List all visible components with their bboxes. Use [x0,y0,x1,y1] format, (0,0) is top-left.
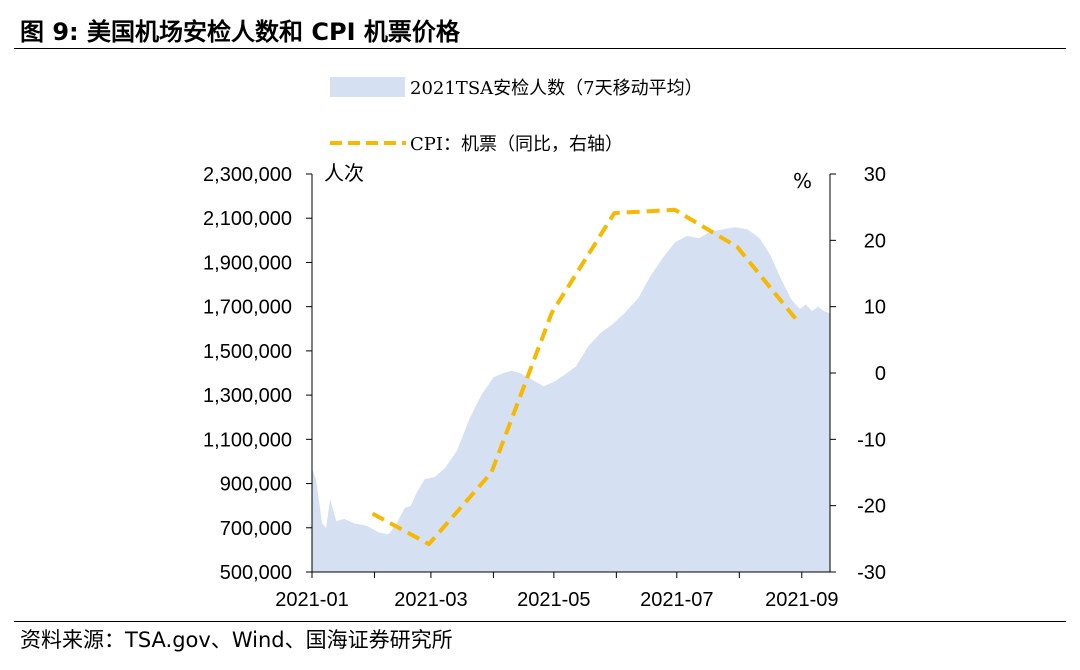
title-bar: 图 9: 美国机场安检人数和 CPI 机票价格 [0,0,1080,50]
right-axis-unit: % [793,169,812,193]
source-note: 资料来源：TSA.gov、Wind、国海证券研究所 [20,628,453,652]
plot-area: 2,300,000 2,100,000 1,900,000 1,700,000 1,50… [203,164,886,611]
left-tick-label: 1,500,000 [203,341,292,363]
legend-line-label: CPI：机票（同比，右轴） [410,134,623,155]
x-tick-label: 2021-07 [640,589,713,611]
x-tick-label: 2021-03 [394,589,467,611]
left-tick-label: 500,000 [220,562,292,584]
left-tick-label: 1,100,000 [203,429,292,451]
tsa-area-series [312,227,830,572]
source-rule [14,621,1066,622]
title-rule [14,48,1066,49]
x-tick-label: 2021-09 [765,589,838,611]
left-axis-unit: 人次 [324,161,364,185]
figure-title: 图 9: 美国机场安检人数和 CPI 机票价格 [20,12,460,47]
right-tick-label: -10 [857,429,886,451]
right-tick-label: -20 [857,496,886,518]
right-tick-label: 10 [864,297,886,319]
left-tick-label: 1,300,000 [203,385,292,407]
left-tick-label: 700,000 [220,518,292,540]
left-tick-label: 2,300,000 [203,164,292,186]
left-tick-label: 900,000 [220,474,292,496]
x-tick-label: 2021-01 [275,589,348,611]
right-tick-label: 30 [864,164,886,186]
right-tick-label: 0 [875,363,886,385]
legend-area-label: 2021TSA安检人数（7天移动平均） [410,78,703,99]
right-tick-label: 20 [864,230,886,252]
figure-label: 图 9: [20,18,79,46]
left-tick-label: 1,900,000 [203,252,292,274]
x-tick-label: 2021-05 [517,589,590,611]
figure-title-text: 美国机场安检人数和 CPI 机票价格 [87,18,460,46]
right-tick-label: -30 [857,562,886,584]
left-tick-label: 1,700,000 [203,297,292,319]
legend: 2021TSA安检人数（7天移动平均） CPI：机票（同比，右轴） [330,77,703,155]
chart: 2021TSA安检人数（7天移动平均） CPI：机票（同比，右轴） 人次 % 2… [203,77,886,611]
left-tick-label: 2,100,000 [203,208,292,230]
cpi-line-series [371,207,802,547]
legend-area-swatch [330,77,405,97]
